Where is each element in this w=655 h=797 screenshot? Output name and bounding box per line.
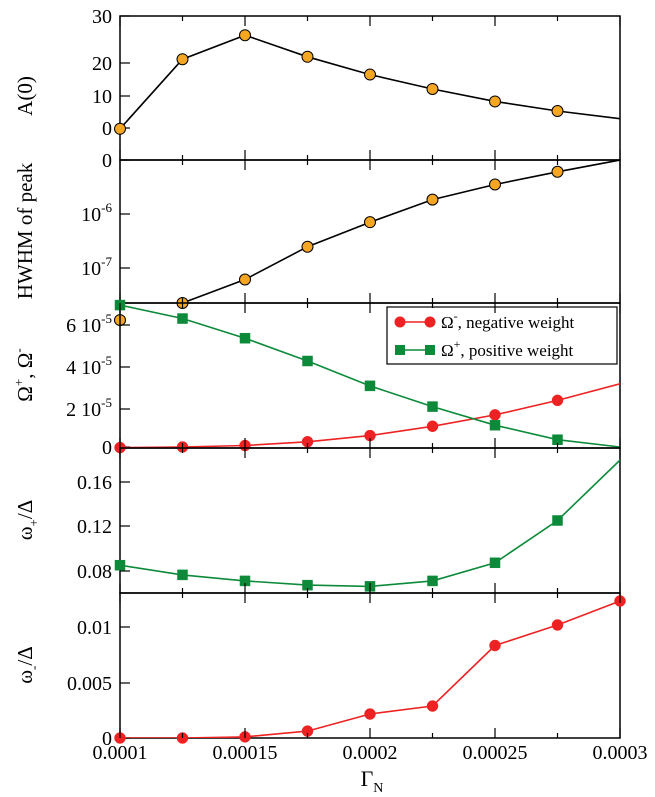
y-tick-label: 0.01	[77, 617, 112, 639]
panel-A0: 0 10 20 30 A(0)	[13, 6, 621, 161]
panel-HWHM: 10-7 10-6 0 HWHM of peak	[13, 150, 621, 327]
x-tick-label: 0.0001	[93, 742, 148, 764]
data-point	[489, 95, 501, 108]
data-point	[427, 401, 438, 412]
y-tick-label: 2 10-5	[66, 395, 112, 421]
y-tick-label: 0	[102, 150, 112, 172]
data-point	[364, 380, 376, 392]
y-tick-label: 0.12	[77, 516, 112, 538]
data-point	[364, 216, 376, 229]
data-point	[426, 82, 439, 95]
data-point	[239, 332, 251, 344]
legend-entry: Ω+, positive weight	[441, 337, 574, 360]
y-tick-label: 6 10-5	[66, 311, 112, 337]
y-tick-label: 0.005	[67, 673, 112, 695]
y-tick-label: 30	[92, 6, 112, 28]
y-tick-label: 10-7	[81, 254, 112, 280]
legend-marker	[395, 345, 405, 355]
x-tick-label: 0.00025	[463, 742, 528, 764]
data-point	[176, 53, 189, 66]
data-point	[427, 575, 438, 587]
legend-entry: Ω-, negative weight	[441, 309, 575, 332]
series-line-0	[120, 459, 620, 588]
y-tick-label: 0	[102, 728, 112, 750]
legend-marker	[424, 316, 436, 328]
y-tick-label: 4 10-5	[66, 353, 112, 379]
data-point	[489, 419, 501, 431]
data-point	[177, 313, 188, 324]
data-point	[489, 178, 501, 191]
legend: Ω-, negative weight Ω+, positive weight	[386, 306, 618, 365]
data-point	[489, 639, 501, 652]
series-line-0	[120, 34, 620, 130]
y-axis-label: HWHM of peak	[13, 162, 37, 299]
data-point	[177, 569, 188, 581]
y-tick-label: 0.16	[77, 472, 112, 494]
y-tick-label: 0	[102, 437, 112, 459]
y-axis-label: ω+/Δ	[13, 500, 41, 541]
y-tick-label: 10	[92, 86, 112, 108]
data-point	[489, 557, 501, 569]
x-axis: 0.0001 0.00015 0.0002 0.00025 0.0003	[93, 742, 648, 764]
plot-frame	[119, 15, 621, 161]
data-point	[114, 559, 126, 571]
y-tick-label: 0	[102, 118, 112, 140]
y-tick-label: 20	[92, 53, 112, 75]
data-point	[552, 515, 563, 526]
data-point	[239, 29, 251, 42]
data-point	[426, 193, 439, 206]
data-point	[302, 355, 313, 367]
data-point	[551, 394, 564, 407]
y-tick-label: 0.08	[77, 561, 112, 583]
panel-Omega: 0 2 10-5 4 10-5 6 10-5 Ω+, Ω- Ω-, negative we…	[11, 299, 621, 459]
data-point	[114, 122, 126, 135]
data-point	[489, 409, 501, 421]
y-axis-label: A(0)	[13, 76, 37, 116]
x-tick-label: 0.0003	[593, 742, 648, 764]
y-tick-label: 10-6	[81, 200, 112, 226]
plot-frame	[119, 159, 621, 304]
data-point	[551, 619, 564, 631]
legend-marker	[394, 316, 406, 328]
plot-frame	[119, 447, 621, 594]
y-axis-label: Ω+, Ω-	[11, 348, 37, 401]
panels-group: 0 10 20 30 A(0) 10-7 10-6 0 HWHM of peak 0 2 10-5 4…	[11, 6, 626, 750]
x-axis-label: ΓN	[361, 766, 384, 796]
y-axis-label: ω-/Δ	[13, 646, 41, 684]
legend-marker	[425, 345, 435, 355]
data-point	[364, 708, 376, 720]
data-point	[426, 700, 439, 712]
panel-omega_plus: 0.08 0.12 0.16 ω+/Δ	[13, 447, 621, 594]
data-point	[239, 273, 251, 286]
x-tick-label: 0.0002	[343, 742, 398, 764]
x-tick-label: 0.00015	[213, 742, 278, 764]
data-point	[551, 105, 564, 118]
data-point	[301, 240, 314, 253]
data-point	[426, 420, 439, 432]
data-point	[551, 165, 564, 178]
panel-omega_minus: 0 0.005 0.01 ω-/Δ	[13, 592, 626, 750]
data-point	[364, 68, 376, 81]
data-point	[301, 50, 314, 63]
